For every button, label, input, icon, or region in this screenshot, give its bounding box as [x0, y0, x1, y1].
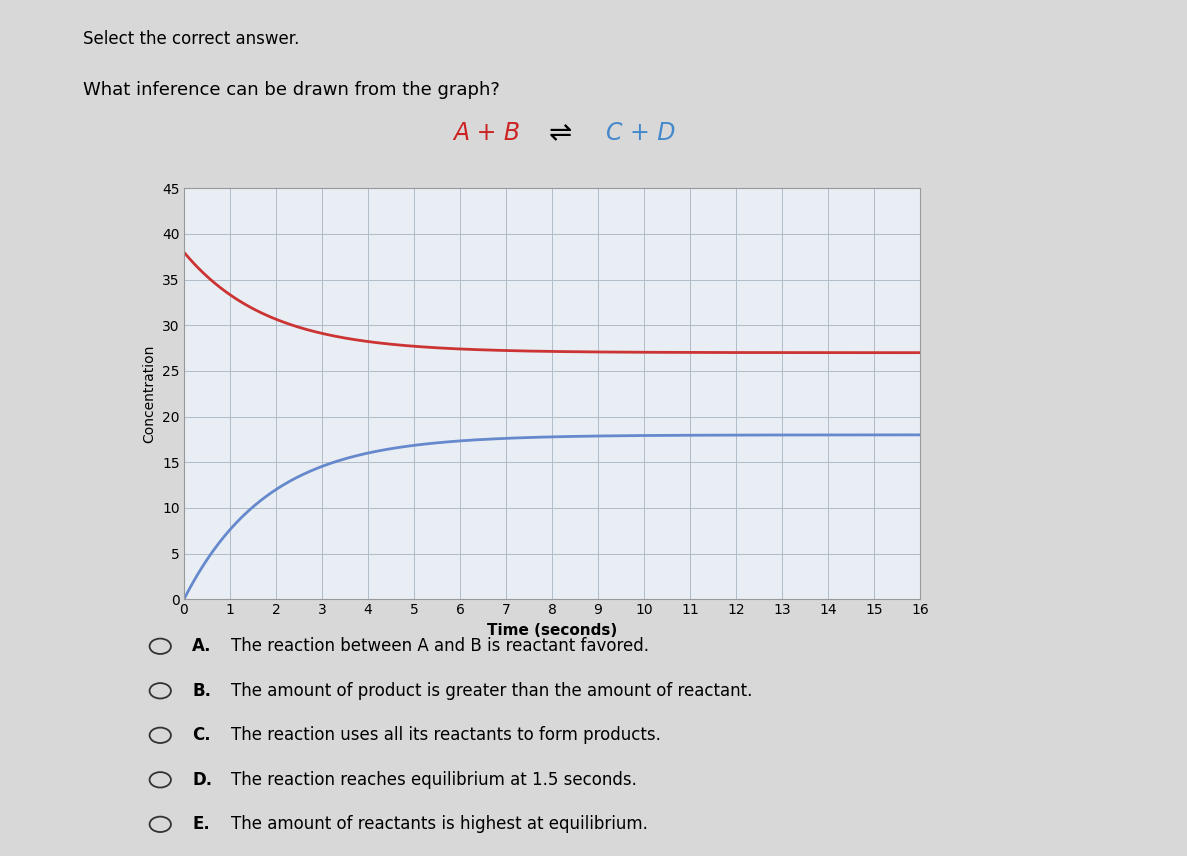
Text: The reaction uses all its reactants to form products.: The reaction uses all its reactants to f… — [231, 726, 661, 745]
Text: A + B: A + B — [453, 121, 520, 145]
X-axis label: Time (seconds): Time (seconds) — [487, 623, 617, 638]
Text: C + D: C + D — [607, 121, 675, 145]
Text: A.: A. — [192, 637, 211, 656]
Text: The reaction between A and B is reactant favored.: The reaction between A and B is reactant… — [231, 637, 649, 656]
Y-axis label: Concentration: Concentration — [142, 345, 157, 443]
Text: B.: B. — [192, 681, 211, 700]
Text: E.: E. — [192, 815, 210, 834]
Text: What inference can be drawn from the graph?: What inference can be drawn from the gra… — [83, 81, 500, 99]
Text: The amount of product is greater than the amount of reactant.: The amount of product is greater than th… — [231, 681, 753, 700]
Text: C.: C. — [192, 726, 211, 745]
Text: $\rightleftharpoons$: $\rightleftharpoons$ — [544, 119, 572, 146]
Text: Select the correct answer.: Select the correct answer. — [83, 30, 299, 48]
Text: D.: D. — [192, 770, 212, 789]
Text: The reaction reaches equilibrium at 1.5 seconds.: The reaction reaches equilibrium at 1.5 … — [231, 770, 637, 789]
Text: The amount of reactants is highest at equilibrium.: The amount of reactants is highest at eq… — [231, 815, 648, 834]
